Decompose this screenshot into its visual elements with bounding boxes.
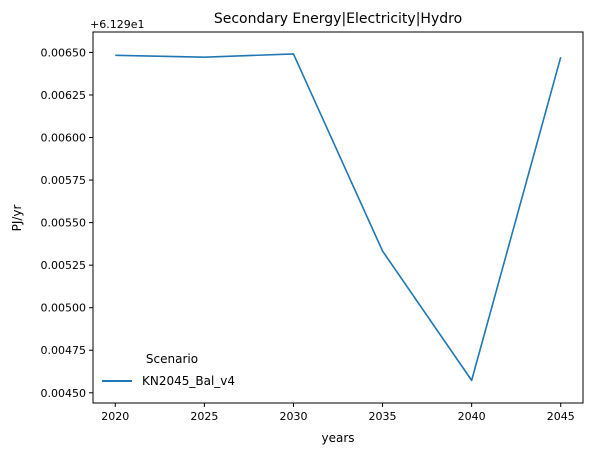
y-tick-label: 0.00625 xyxy=(41,89,87,102)
x-axis-label: years xyxy=(321,431,354,445)
legend: Scenario KN2045_Bal_v4 xyxy=(102,352,235,388)
y-axis-label: PJ/yr xyxy=(10,205,24,232)
x-tick-label: 2025 xyxy=(190,410,218,423)
legend-entry-label: KN2045_Bal_v4 xyxy=(142,374,235,388)
y-tick-label: 0.00475 xyxy=(41,344,87,357)
y-axis-offset-label: +6.129e1 xyxy=(90,18,144,31)
y-tick-label: 0.00450 xyxy=(41,387,87,400)
y-tick-label: 0.00525 xyxy=(41,259,87,272)
y-axis-ticks: 0.00450 0.00475 0.00500 0.00525 0.00550 0.005… xyxy=(41,46,93,400)
x-tick-label: 2030 xyxy=(279,410,307,423)
plot-area xyxy=(92,31,584,404)
x-axis-ticks: 2020 2025 2030 2035 2040 2045 xyxy=(101,403,575,423)
series-layer xyxy=(115,53,562,382)
x-tick-label: 2045 xyxy=(547,410,575,423)
y-tick-label: 0.00650 xyxy=(41,46,87,59)
y-tick-label: 0.00500 xyxy=(41,302,87,315)
series-line xyxy=(115,53,562,382)
plot-frame xyxy=(92,31,584,404)
chart-title: Secondary Energy|Electricity|Hydro xyxy=(214,11,462,27)
x-tick-label: 2040 xyxy=(458,410,486,423)
y-tick-label: 0.00575 xyxy=(41,174,87,187)
x-tick-label: 2020 xyxy=(101,410,129,423)
x-tick-label: 2035 xyxy=(369,410,397,423)
legend-title: Scenario xyxy=(146,352,198,366)
y-tick-label: 0.00550 xyxy=(41,217,87,230)
y-tick-label: 0.00600 xyxy=(41,132,87,145)
